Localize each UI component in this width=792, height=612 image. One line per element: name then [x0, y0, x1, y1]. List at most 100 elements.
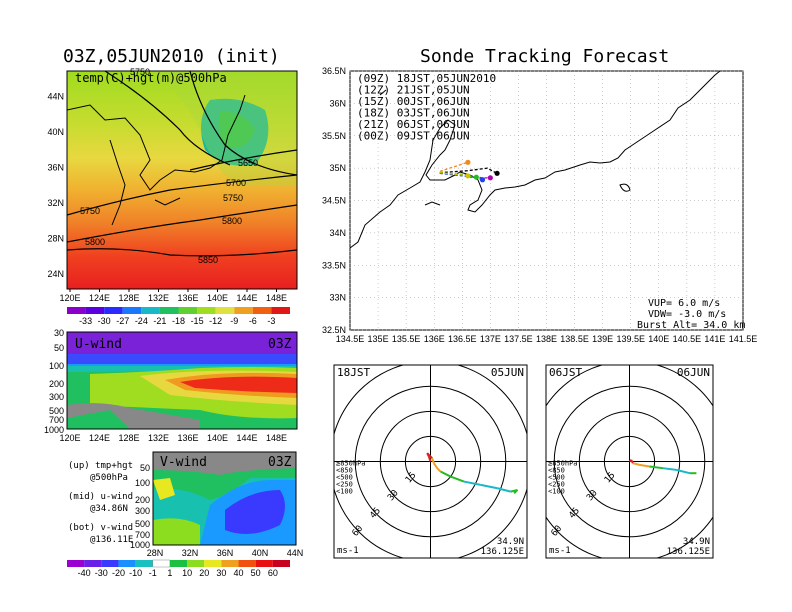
hodo-level-legend: <850: [336, 467, 353, 475]
p1-colorbar-swatch: [178, 307, 198, 314]
temp-hgt-panel: temp(C)+hgt(m)@500hPa 5750 5650 5700 5750 57…: [47, 67, 298, 326]
p2-ytick-label: 50: [54, 343, 64, 353]
p1-ytick-label: 32N: [47, 198, 64, 208]
p2-xtick-label: 136E: [177, 433, 198, 443]
hodo-trace: [431, 457, 435, 464]
p1-colorbar-label: -27: [116, 316, 129, 326]
p2-ytick-label: 100: [49, 361, 64, 371]
p4-xtick-label: 140.5E: [673, 334, 702, 344]
u-wind-time: 03Z: [268, 337, 292, 352]
track-endpoint: [494, 170, 500, 176]
p3-colorbar-swatch: [169, 560, 188, 567]
p4-xtick-label: 136E: [424, 334, 445, 344]
legend-mid-level: @34.86N: [90, 504, 128, 514]
hodo-lon: 136.125E: [481, 547, 524, 557]
contour-label: 5800: [222, 216, 242, 226]
track-legend-label: (18Z) 03JST,06JUN: [357, 107, 470, 120]
p3-ytick-label: 500: [135, 519, 150, 529]
hodo-trace: [427, 456, 432, 462]
legend-bot-label: (bot) v-wind: [68, 523, 133, 533]
p4-ytick-label: 36.5N: [322, 66, 346, 76]
p3-colorbar-swatch: [67, 560, 85, 567]
contour-label: 5750: [223, 193, 243, 203]
hodo-date-label: 05JUN: [491, 366, 524, 379]
track-legend-label: (09Z) 18JST,05JUN2010: [357, 72, 496, 85]
hodo-time-label: 06JST: [549, 366, 582, 379]
hodo-trace: [676, 468, 690, 475]
p3-colorbar-label: -20: [112, 568, 125, 578]
hodo-level-legend: <250: [336, 481, 353, 489]
p3-colorbar-label: 30: [216, 568, 226, 578]
p3-ytick-label: 300: [135, 506, 150, 516]
p3-ytick-label: 1000: [130, 540, 150, 550]
p1-colorbar-label: -18: [172, 316, 185, 326]
p4-ytick-label: 34N: [329, 228, 346, 238]
p1-ytick-label: 40N: [47, 127, 64, 137]
p3-xtick-label: 36N: [217, 548, 234, 558]
hodo-trace: [436, 467, 442, 473]
p4-xtick-label: 140E: [648, 334, 669, 344]
p3-xtick-label: 40N: [252, 548, 269, 558]
p2-xtick-label: 144E: [236, 433, 257, 443]
p2-xtick-label: 140E: [207, 433, 228, 443]
contour-label: 5650: [238, 158, 258, 168]
hodo-unit: ms-1: [337, 546, 359, 556]
p4-xtick-label: 141E: [704, 334, 725, 344]
hodo-level-legend: <500: [548, 474, 565, 482]
hodo-level-legend: ≥850hPa: [548, 460, 578, 468]
p1-colorbar-swatch: [215, 307, 235, 314]
track-legend-label: (21Z) 06JST,06JUN: [357, 118, 470, 131]
p4-ytick-label: 35N: [329, 163, 346, 173]
p1-ytick-label: 28N: [47, 234, 64, 244]
p2-xtick-label: 128E: [118, 433, 139, 443]
p3-colorbar-swatch: [238, 560, 256, 567]
p4-xtick-label: 135E: [368, 334, 389, 344]
p3-colorbar-label: 60: [268, 568, 278, 578]
p4-ytick-label: 33N: [329, 293, 346, 303]
track-legend-label: (12Z) 21JST,05JUN: [357, 84, 470, 97]
hodo-time-label: 18JST: [337, 366, 370, 379]
hodo-lat: 34.9N: [497, 537, 524, 547]
hodo-trace: [662, 467, 677, 471]
p3-colorbar-label: -40: [78, 568, 91, 578]
p4-ytick-label: 32.5N: [322, 325, 346, 335]
p1-colorbar-label: -21: [153, 316, 166, 326]
p1-colorbar-swatch: [271, 307, 290, 314]
p4-xtick-label: 138E: [536, 334, 557, 344]
p1-colorbar-label: -12: [209, 316, 222, 326]
p4-xtick-label: 141.5E: [729, 334, 758, 344]
p2-ytick-label: 1000: [44, 425, 64, 435]
p1-colorbar-label: -3: [267, 316, 275, 326]
hodo-level-legend: <100: [548, 488, 565, 496]
hodo-trace: [513, 489, 519, 494]
p3-colorbar-label: -10: [129, 568, 142, 578]
temp-panel-title: temp(C)+hgt(m)@500hPa: [75, 71, 227, 85]
p1-colorbar-swatch: [197, 307, 216, 314]
u-wind-title: U-wind: [75, 337, 122, 352]
hodo-date-label: 06JUN: [677, 366, 710, 379]
hodo-lat: 34.9N: [683, 537, 710, 547]
hodo-unit: ms-1: [549, 546, 571, 556]
vup-annotation: VUP= 6.0 m/s: [648, 298, 720, 309]
p1-colorbar-label: -9: [230, 316, 238, 326]
hodo-level-legend: ≥850hPa: [336, 460, 366, 468]
p1-colorbar-label: -15: [191, 316, 204, 326]
hodo-trace: [450, 475, 465, 483]
p1-colorbar-swatch: [104, 307, 123, 314]
p1-colorbar-label: -6: [249, 316, 257, 326]
p1-xtick-label: 148E: [266, 293, 287, 303]
p2-ytick-label: 200: [49, 379, 64, 389]
v-wind-title: V-wind: [160, 455, 207, 470]
p2-ytick-label: 700: [49, 415, 64, 425]
hodo-trace: [639, 463, 650, 468]
track-endpoint: [465, 159, 471, 165]
p1-xtick-label: 144E: [236, 293, 257, 303]
track-line: [439, 167, 498, 174]
sonde-track-panel: 134.5E 135E 135.5E 136E 136.5E 137E 137.5E 138E…: [322, 66, 757, 344]
hodo-trace: [426, 452, 433, 459]
p3-colorbar-label: 1: [167, 568, 172, 578]
contour-label: 5750: [80, 206, 100, 216]
p3-ytick-label: 700: [135, 530, 150, 540]
p1-xtick-label: 120E: [59, 293, 80, 303]
v-wind-time: 03Z: [268, 455, 292, 470]
